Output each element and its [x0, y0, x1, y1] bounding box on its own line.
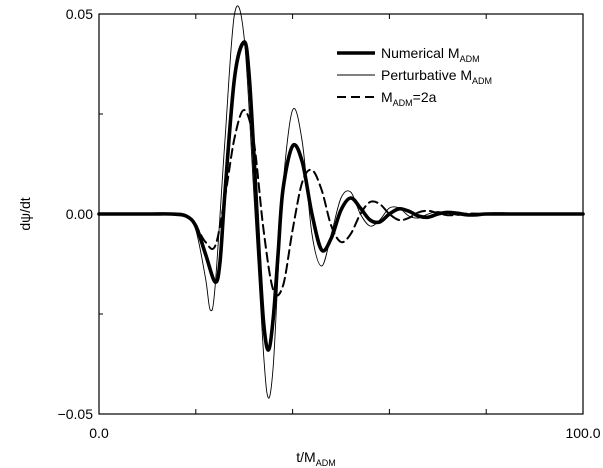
y-tick-label: 0.05	[66, 6, 93, 22]
legend-label-numerical: Numerical MADM	[381, 45, 480, 64]
series-line-perturbative	[98, 5, 584, 399]
legend-label-main: M	[381, 89, 393, 105]
series-line-numerical	[97, 40, 585, 352]
x-axis-label-sub: ADM	[316, 458, 336, 468]
x-axis-label: t/MADM	[296, 449, 335, 468]
legend-label-twoa: MADM=2a	[381, 89, 437, 108]
x-tick-label: 100.0	[565, 425, 600, 441]
legend-label-sub: ADM	[460, 54, 480, 64]
x-tick-label: 0.0	[89, 425, 109, 441]
legend-label-main: Perturbative M	[381, 67, 472, 83]
y-tick-label: 0.00	[66, 206, 93, 222]
legend-label-perturbative: Perturbative MADM	[381, 67, 492, 86]
x-axis-label-main: t/M	[296, 449, 315, 465]
legend-label-sub: ADM	[472, 76, 492, 86]
series-line-twoa	[98, 109, 584, 297]
series-layer	[97, 5, 585, 399]
legend-label-tail: =2a	[413, 89, 437, 105]
y-axis-label: dψ/dt	[17, 197, 33, 230]
legend-label-main: Numerical M	[381, 45, 460, 61]
legend-label-sub: ADM	[393, 98, 413, 108]
axis-tick-labels: −0.05 0.00 0.05 0.0 100.0	[58, 6, 601, 441]
y-tick-label: −0.05	[58, 406, 94, 422]
